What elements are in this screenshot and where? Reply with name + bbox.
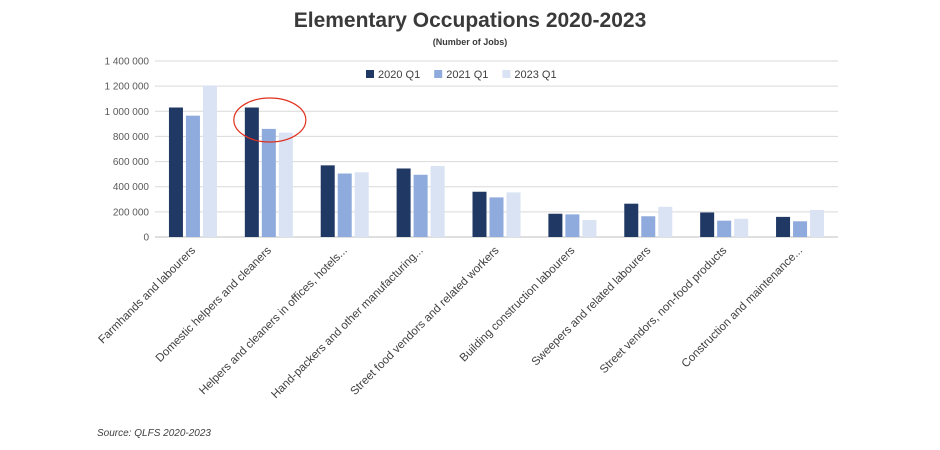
bar [261, 128, 276, 237]
bar [413, 174, 428, 237]
y-tick-label: 0 [143, 233, 149, 244]
bar [734, 218, 749, 237]
highlight-circle [233, 97, 307, 143]
bar [168, 107, 183, 237]
bar [354, 172, 369, 237]
bar [185, 115, 200, 237]
bar [396, 168, 411, 237]
bar [430, 165, 445, 237]
bar [472, 191, 487, 237]
y-tick-label: 800 000 [113, 132, 150, 143]
category-label: Helpers and cleaners in offices, hotels.… [197, 245, 350, 398]
legend-swatch [434, 70, 443, 78]
category-label: Hand-packers and other manufacturing... [269, 245, 425, 401]
bar [641, 216, 656, 237]
y-tick-label: 200 000 [113, 207, 150, 218]
legend: 2020 Q1 2021 Q1 2023 Q1 [366, 69, 557, 81]
bar [658, 206, 673, 237]
bar [548, 213, 563, 237]
bar [810, 209, 825, 237]
bar [337, 173, 352, 237]
bar [202, 85, 217, 237]
legend-label: 2021 Q1 [446, 69, 488, 81]
bar [793, 221, 808, 237]
bar [278, 132, 293, 237]
category-label: Construction and maintenance... [680, 245, 806, 371]
legend-swatch [502, 70, 511, 78]
legend-swatch [366, 70, 374, 78]
y-tick-label: 1 400 000 [105, 57, 150, 68]
bar [776, 216, 791, 237]
source-note: Source: QLFS 2020-2023 [97, 428, 211, 439]
category-label: Sweepers and related labourers [530, 244, 654, 368]
chart-title: Elementary Occupations 2020-2023 [293, 9, 647, 32]
bar [717, 220, 732, 237]
bar [624, 203, 639, 237]
legend-label: 2023 Q1 [514, 69, 556, 81]
bar [582, 220, 597, 237]
bar [320, 165, 335, 237]
category-label: Street food vendors and related workers [348, 244, 501, 397]
chart-subtitle: (Number of Jobs) [432, 37, 508, 47]
bar [506, 192, 521, 237]
bar [244, 107, 259, 237]
y-tick-label: 400 000 [113, 182, 150, 193]
legend-label: 2020 Q1 [378, 69, 420, 81]
bar [700, 212, 715, 237]
bar [565, 214, 580, 237]
category-label: Street vendors, non-food products [598, 244, 730, 376]
y-axis-ticks: 0 200 000 400 000 600 000 800 000 1 000 000 1 … [105, 57, 150, 244]
annotations [233, 97, 307, 143]
y-tick-label: 1 200 000 [105, 82, 150, 93]
bar [489, 197, 504, 237]
y-tick-label: 600 000 [113, 157, 150, 168]
y-tick-label: 1 000 000 [105, 107, 150, 118]
